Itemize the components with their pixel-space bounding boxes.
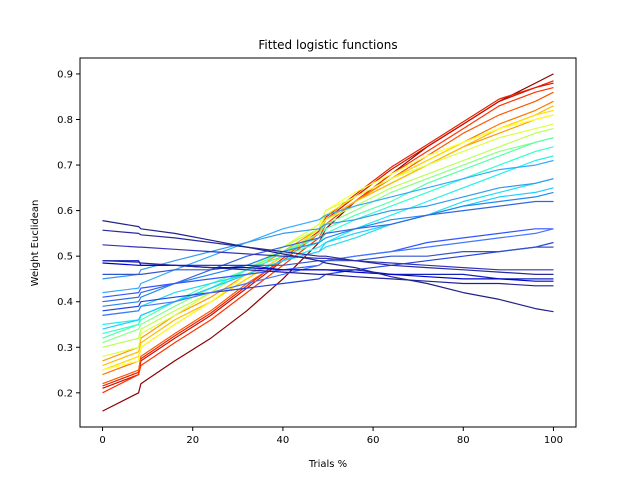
x-axis-label: Trials % [308, 459, 347, 470]
series-line-29 [102, 260, 554, 287]
series-layer [102, 73, 554, 412]
x-tick-label: 20 [186, 435, 199, 446]
series-line-14 [102, 137, 554, 339]
y-tick-label: 0.8 [57, 115, 73, 126]
y-tick-label: 0.5 [57, 252, 73, 263]
series-line-21 [102, 191, 554, 307]
x-tick-label: 60 [367, 435, 380, 446]
series-line-30 [102, 244, 554, 271]
series-line-22 [102, 200, 554, 303]
series-line-32 [102, 220, 554, 313]
x-tick-label: 0 [99, 435, 105, 446]
x-tick-label: 40 [277, 435, 290, 446]
y-axis-label: Weight Euclidean [30, 200, 41, 287]
series-line-28 [102, 262, 554, 282]
series-line-24 [102, 241, 554, 312]
x-tick-label: 100 [544, 435, 563, 446]
series-line-12 [102, 128, 554, 348]
x-tick-label: 80 [457, 435, 470, 446]
series-line-19 [102, 159, 554, 294]
y-tick-label: 0.3 [57, 343, 73, 354]
axes-layer: 0 20 40 60 80 100 0.2 0.3 0.4 0.5 0.6 0.7 0.8 0.9 [57, 69, 563, 446]
series-line-4 [102, 87, 554, 394]
chart-title: Fitted logistic functions [258, 38, 397, 52]
series-line-26 [102, 246, 554, 275]
y-tick-label: 0.7 [57, 161, 73, 172]
y-tick-label: 0.6 [57, 206, 73, 217]
y-tick-label: 0.9 [57, 69, 73, 80]
y-tick-label: 0.2 [57, 388, 73, 399]
y-tick-label: 0.4 [57, 297, 73, 308]
series-line-31 [102, 229, 554, 275]
series-line-13 [102, 137, 554, 344]
series-line-25 [102, 228, 554, 316]
series-line-18 [102, 187, 554, 330]
plot-frame [79, 57, 577, 428]
